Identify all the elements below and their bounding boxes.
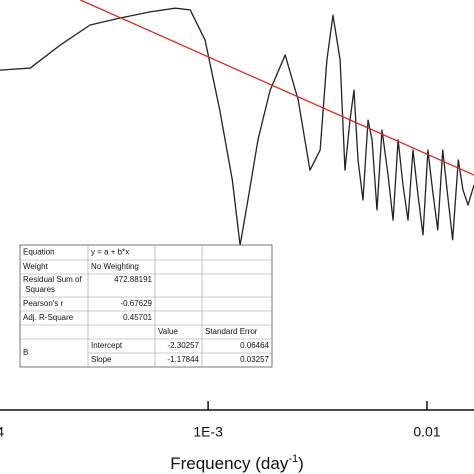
table-cell: -0.67629 bbox=[120, 299, 152, 308]
x-label-main: Frequency (day bbox=[170, 454, 289, 473]
x-tick-label: 1E-4 bbox=[0, 424, 4, 440]
table-cell: 0.03257 bbox=[240, 355, 269, 364]
table-cell: Weight bbox=[23, 262, 49, 271]
table-cell: 0.45701 bbox=[123, 313, 152, 322]
table-cell: -2.30257 bbox=[167, 341, 199, 350]
table-cell: Intercept bbox=[91, 341, 123, 350]
line bbox=[80, 0, 474, 176]
table-cell: Pearson's r bbox=[23, 299, 64, 308]
table-cell: 472.88191 bbox=[114, 275, 152, 284]
table-cell: -1.17844 bbox=[167, 355, 199, 364]
table-cell: Slope bbox=[91, 355, 112, 364]
table-cell: No Weighting bbox=[91, 262, 139, 271]
table-cell: Residual Sum of Squares bbox=[23, 275, 82, 294]
table-cell: y = a + b*x bbox=[91, 248, 129, 257]
x-tick-label: 0.01 bbox=[413, 424, 440, 440]
x-tick-label: 1E-3 bbox=[193, 424, 223, 440]
x-axis-label: Frequency (day-1) bbox=[170, 453, 304, 474]
table-cell: 0.06464 bbox=[240, 341, 269, 350]
table-bg bbox=[19, 244, 273, 368]
table-cell: Adj. R-Square bbox=[23, 313, 74, 322]
table-cell-line: Residual Sum of bbox=[23, 275, 82, 284]
table-cell: Standard Error bbox=[205, 327, 258, 336]
x-label-sup: -1 bbox=[288, 453, 298, 465]
table-cell: B bbox=[23, 348, 28, 357]
x-label-end: ) bbox=[298, 454, 304, 473]
table-cell-line: Squares bbox=[23, 285, 55, 294]
table-cell: Equation bbox=[23, 248, 55, 257]
fit-table: Equation y = a + b*x Weight No Weighting Res… bbox=[19, 244, 273, 368]
line bbox=[0, 7, 474, 246]
table-cell: Value bbox=[158, 327, 178, 336]
